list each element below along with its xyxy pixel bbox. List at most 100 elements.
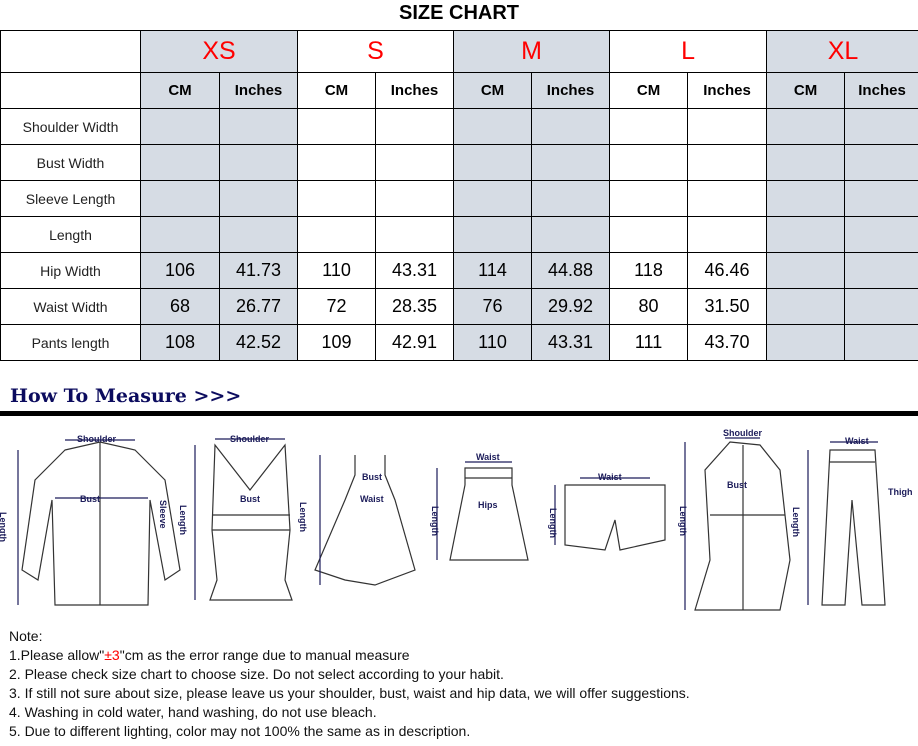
value-cell: [297, 216, 377, 253]
value-cell: [766, 180, 846, 217]
svg-text:Bust: Bust: [240, 494, 260, 504]
value-cell: [844, 216, 918, 253]
unit-header-row: CM Inches CM Inches CM Inches CM Inches CM Inches: [0, 72, 918, 109]
value-cell: [844, 252, 918, 289]
svg-text:Hips: Hips: [478, 500, 498, 510]
value-cell: [687, 144, 768, 181]
svg-text:Length: Length: [178, 505, 188, 535]
svg-text:Sleeve: Sleeve: [158, 500, 168, 529]
value-cell: [140, 108, 220, 145]
value-cell: [297, 108, 377, 145]
value-cell: 43.70: [687, 324, 768, 361]
value-cell: 110: [297, 252, 377, 289]
page-title: SIZE CHART: [399, 2, 519, 24]
shorts-illustration: Waist Length: [548, 472, 666, 551]
value-cell: [453, 180, 533, 217]
value-cell: [453, 108, 533, 145]
value-cell: 42.52: [218, 324, 299, 361]
label-shoulder: Shoulder: [77, 434, 116, 444]
value-cell: [844, 324, 918, 361]
blouse-illustration: Shoulder Bust Length Sleeve: [0, 434, 181, 606]
value-cell: 80: [609, 288, 689, 325]
value-cell: 26.77: [218, 288, 299, 325]
measurement-illustrations: Shoulder Bust Length Sleeve Shoulder Bus…: [0, 428, 913, 611]
svg-text:Shoulder: Shoulder: [230, 434, 269, 444]
value-cell: [687, 108, 768, 145]
size-l: L: [609, 30, 768, 73]
value-cell: [140, 144, 220, 181]
value-cell: [531, 108, 611, 145]
value-cell: 28.35: [375, 288, 455, 325]
size-xs: XS: [139, 30, 299, 73]
value-cell: 42.91: [375, 324, 455, 361]
value-cell: [531, 216, 611, 253]
value-cell: 106: [140, 252, 220, 289]
value-cell: [766, 288, 846, 325]
value-cell: [375, 108, 455, 145]
row-label: Sleeve Length: [0, 180, 141, 217]
value-cell: [531, 144, 611, 181]
table-row: Pants length 108 42.52 109 42.91 110 43.31 111 4…: [0, 324, 918, 361]
notes-heading: Note:: [9, 628, 43, 644]
value-cell: 46.46: [687, 252, 768, 289]
unit-header-cm: CM: [453, 72, 533, 109]
value-cell: 31.50: [687, 288, 768, 325]
value-cell: [609, 216, 689, 253]
table-row: Waist Width 68 26.77 72 28.35 76 29.92 80 31.50: [0, 288, 918, 325]
how-to-measure-heading: How To Measure >>>: [10, 385, 242, 407]
row-label: Waist Width: [0, 288, 141, 325]
unit-header-cm: CM: [140, 72, 220, 109]
size-xl: XL: [766, 30, 918, 73]
value-cell: [140, 216, 220, 253]
value-cell: [218, 144, 299, 181]
value-cell: 108: [140, 324, 220, 361]
svg-text:Waist: Waist: [476, 452, 500, 462]
unit-header-cm: CM: [297, 72, 377, 109]
unit-header-in: Inches: [531, 72, 611, 109]
value-cell: 41.73: [218, 252, 299, 289]
value-cell: [375, 180, 455, 217]
value-cell: 114: [453, 252, 533, 289]
divider: [0, 411, 918, 416]
svg-text:Length: Length: [791, 507, 801, 537]
value-cell: [218, 108, 299, 145]
value-cell: [453, 216, 533, 253]
note-3: 3. If still not sure about size, please …: [9, 685, 690, 701]
value-cell: 118: [609, 252, 689, 289]
value-cell: [766, 324, 846, 361]
tolerance-value: ±3: [104, 647, 120, 663]
svg-text:Bust: Bust: [362, 472, 382, 482]
value-cell: 72: [297, 288, 377, 325]
svg-text:Waist: Waist: [360, 494, 384, 504]
dress-illustration: Bust Waist Length: [298, 455, 416, 586]
corner-cell: [0, 30, 141, 73]
value-cell: 110: [453, 324, 533, 361]
skirt-illustration: Waist Hips Length: [430, 452, 529, 561]
unit-header-in: Inches: [687, 72, 768, 109]
row-label: Shoulder Width: [0, 108, 141, 145]
value-cell: [609, 108, 689, 145]
value-cell: 43.31: [375, 252, 455, 289]
svg-text:Waist: Waist: [845, 436, 869, 446]
value-cell: [453, 144, 533, 181]
svg-text:Length: Length: [298, 502, 308, 532]
value-cell: [844, 180, 918, 217]
note-4: 4. Washing in cold water, hand washing, …: [9, 704, 377, 720]
value-cell: [297, 180, 377, 217]
value-cell: [687, 180, 768, 217]
note-1: 1.Please allow"±3"cm as the error range …: [9, 647, 410, 663]
value-cell: [844, 108, 918, 145]
value-cell: [687, 216, 768, 253]
table-row: Length: [0, 216, 918, 253]
value-cell: [140, 180, 220, 217]
size-chart-table: XS S M L XL CM Inches CM Inches CM Inches CM In…: [0, 30, 918, 361]
svg-text:Waist: Waist: [598, 472, 622, 482]
value-cell: [844, 288, 918, 325]
table-row: Sleeve Length: [0, 180, 918, 217]
table-row: Hip Width 106 41.73 110 43.31 114 44.88 118 46.4…: [0, 252, 918, 289]
size-s: S: [297, 30, 455, 73]
value-cell: [766, 252, 846, 289]
svg-text:Bust: Bust: [727, 480, 747, 490]
pants-illustration: Waist Thigh Length: [791, 436, 913, 606]
size-m: M: [453, 30, 611, 73]
